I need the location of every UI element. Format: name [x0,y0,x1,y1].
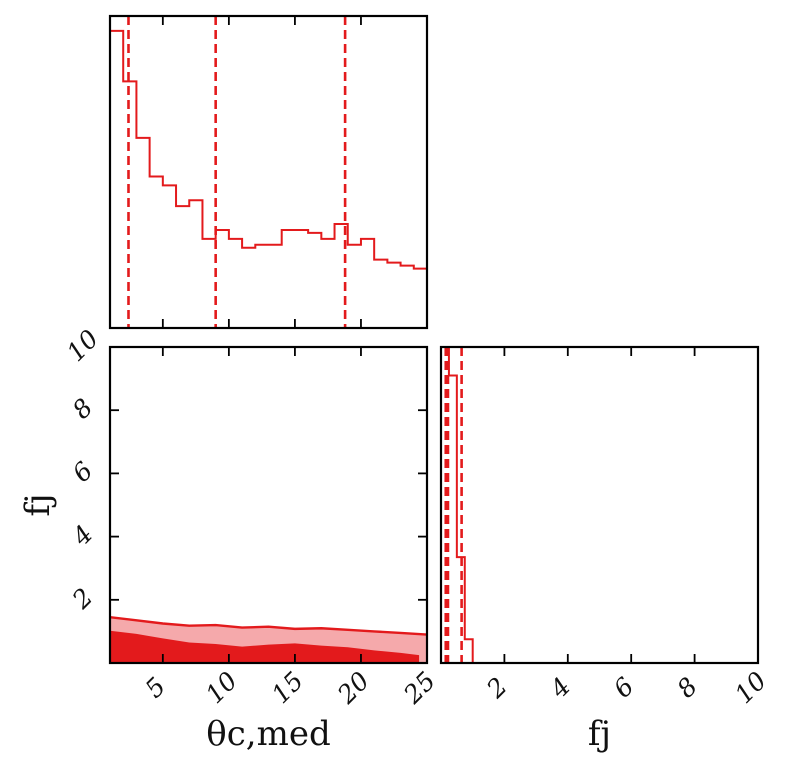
contour-ytick-label-1: 4 [66,519,98,551]
contour-xtick-label-4: 25 [397,666,441,710]
contour-xtick-label-0: 5 [140,672,172,704]
contour-ytick-label-0: 2 [66,583,98,615]
contour-ytick-label-4: 10 [61,324,104,367]
fj-xtick-label-0: 2 [480,672,512,704]
fj-xtick-label-4: 10 [729,666,772,709]
contour-ylabel: fj [18,493,58,516]
fj-xlabel: fj [588,714,611,754]
contour-frame [108,345,429,665]
contour-outer-line [109,615,428,636]
fj-xtick-label-1: 4 [544,672,576,704]
contour-xtick-label-2: 15 [266,666,309,709]
fj-histogram-panel [440,346,481,664]
theta-histogram-step [110,29,428,278]
fj-xtick-label-3: 8 [671,672,703,704]
contour-panel [109,615,428,663]
contour-ytick-label-2: 6 [67,456,99,488]
contour-xtick-label-3: 20 [331,666,375,710]
fj-histogram-frame [439,345,760,665]
fj-xtick-label-2: 6 [608,672,640,704]
contour-fill-1 [110,630,420,663]
theta-histogram-frame [108,14,429,330]
theta-histogram-panel [110,16,428,328]
contour-xlabel: θc,med [206,714,330,754]
contour-xtick-label-1: 10 [200,666,243,709]
contour-ytick-label-3: 8 [67,393,99,425]
